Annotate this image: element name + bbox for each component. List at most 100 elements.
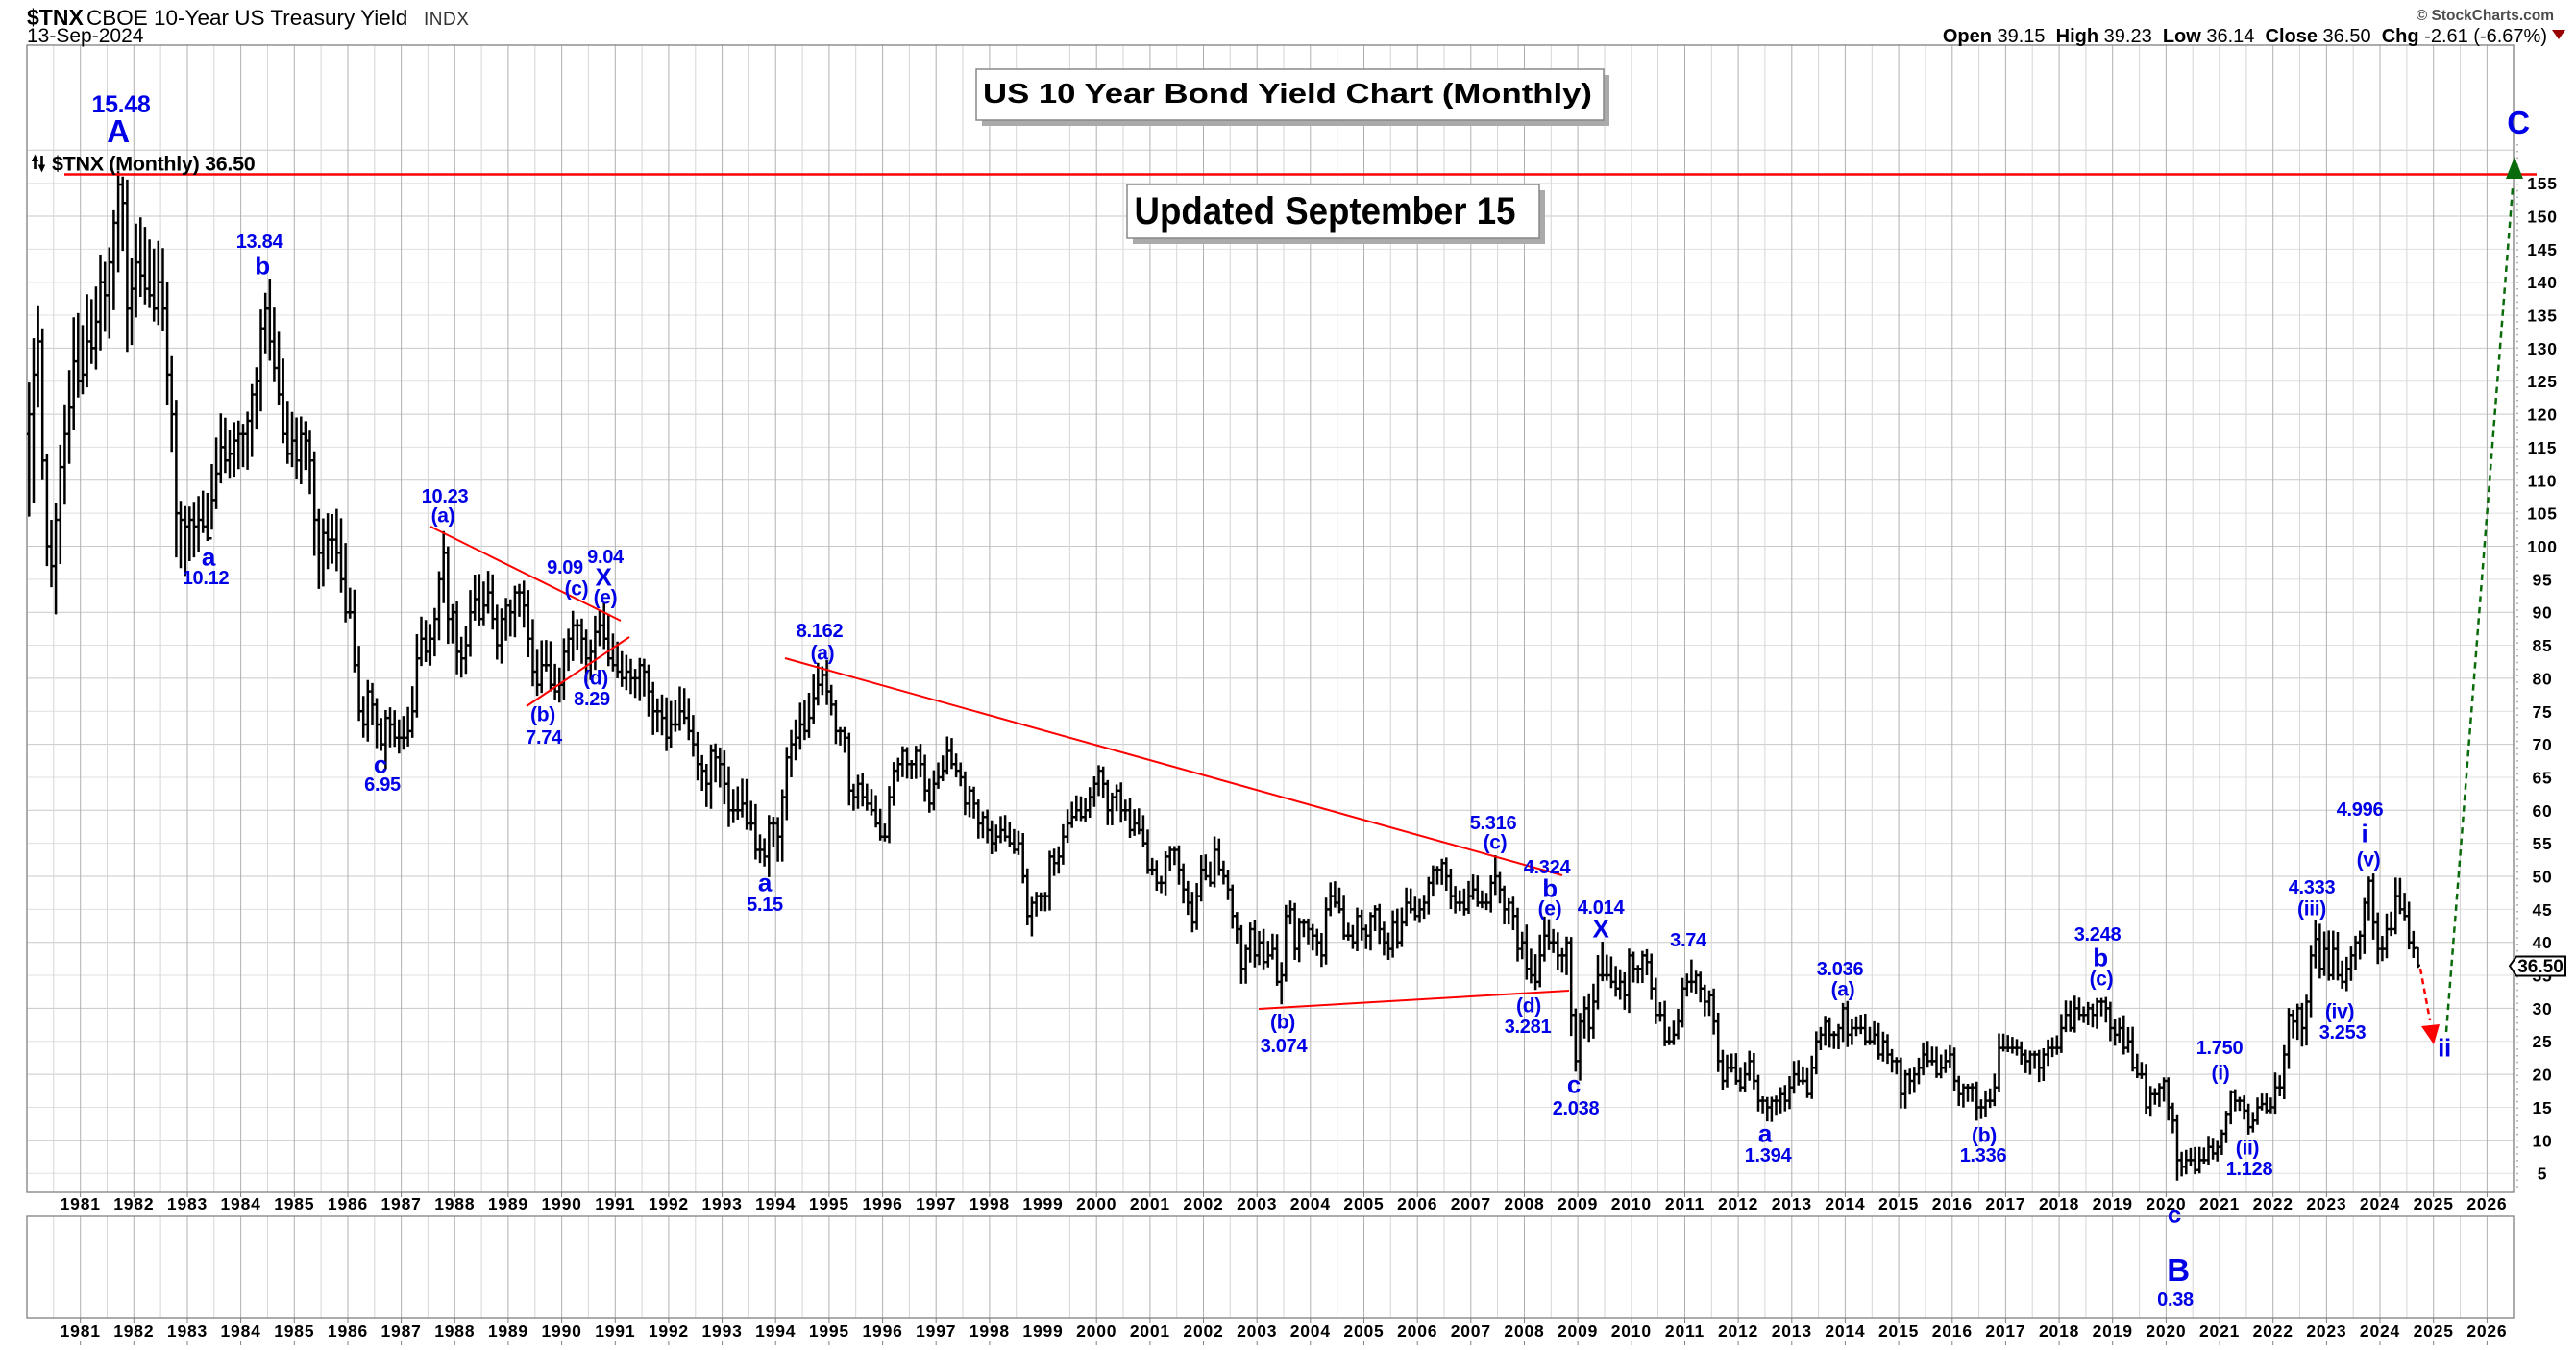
svg-text:1989: 1989 — [488, 1321, 528, 1340]
svg-text:2010: 2010 — [1611, 1194, 1652, 1214]
svg-text:80: 80 — [2532, 669, 2552, 688]
svg-text:1989: 1989 — [488, 1194, 528, 1214]
svg-text:1992: 1992 — [649, 1194, 689, 1214]
svg-text:2008: 2008 — [1504, 1321, 1544, 1340]
svg-text:2013: 2013 — [1772, 1321, 1812, 1340]
svg-text:1988: 1988 — [434, 1321, 475, 1340]
svg-text:2011: 2011 — [1665, 1321, 1705, 1340]
svg-text:2021: 2021 — [2199, 1321, 2240, 1340]
svg-text:1997: 1997 — [916, 1321, 956, 1340]
svg-text:2006: 2006 — [1397, 1194, 1437, 1214]
svg-text:5.316: 5.316 — [1470, 813, 1517, 834]
svg-text:2012: 2012 — [1718, 1321, 1758, 1340]
svg-text:2009: 2009 — [1558, 1321, 1598, 1340]
svg-text:1994: 1994 — [755, 1321, 796, 1340]
svg-text:(c): (c) — [1484, 832, 1508, 854]
svg-text:(a): (a) — [431, 505, 455, 528]
svg-text:(b): (b) — [1972, 1125, 1997, 1147]
svg-text:145: 145 — [2527, 240, 2558, 259]
svg-text:5.15: 5.15 — [747, 895, 783, 916]
svg-text:2026: 2026 — [2466, 1321, 2507, 1340]
svg-text:2004: 2004 — [1290, 1321, 1331, 1340]
svg-text:(v): (v) — [2357, 849, 2381, 871]
svg-text:C: C — [2507, 105, 2530, 140]
svg-text:3.248: 3.248 — [2074, 924, 2122, 945]
svg-text:3.281: 3.281 — [1505, 1017, 1552, 1038]
svg-text:2004: 2004 — [1290, 1194, 1331, 1214]
svg-text:2024: 2024 — [2360, 1194, 2400, 1214]
svg-text:2001: 2001 — [1130, 1194, 1170, 1214]
svg-text:65: 65 — [2532, 769, 2552, 788]
svg-text:1994: 1994 — [755, 1194, 796, 1214]
svg-text:2017: 2017 — [1985, 1194, 2025, 1214]
svg-text:1996: 1996 — [863, 1194, 903, 1214]
svg-text:CBOE 10-Year US Treasury Yield: CBOE 10-Year US Treasury Yield — [86, 6, 407, 30]
svg-text:Open 39.15 High 39.23 Low 36: Open 39.15 High 39.23 Low 36.14 Close 36… — [1943, 26, 2547, 47]
svg-text:9.04: 9.04 — [587, 547, 625, 568]
svg-text:2017: 2017 — [1985, 1321, 2025, 1340]
svg-text:20: 20 — [2532, 1066, 2552, 1085]
svg-text:2025: 2025 — [2414, 1194, 2454, 1214]
svg-text:155: 155 — [2527, 174, 2558, 193]
svg-text:1990: 1990 — [542, 1321, 582, 1340]
svg-text:(c): (c) — [565, 578, 589, 601]
svg-text:125: 125 — [2527, 372, 2558, 391]
svg-text:1.750: 1.750 — [2196, 1038, 2244, 1059]
svg-text:100: 100 — [2527, 537, 2558, 556]
svg-text:1985: 1985 — [274, 1194, 314, 1214]
svg-text:c: c — [1567, 1069, 1581, 1098]
svg-text:1987: 1987 — [381, 1194, 422, 1214]
svg-text:2011: 2011 — [1665, 1194, 1705, 1214]
svg-text:0.38: 0.38 — [2157, 1289, 2194, 1311]
svg-text:15.48: 15.48 — [91, 91, 150, 118]
svg-text:2012: 2012 — [1718, 1194, 1758, 1214]
svg-text:Updated September 15: Updated September 15 — [1135, 190, 1516, 233]
svg-text:1997: 1997 — [916, 1194, 956, 1214]
svg-text:2016: 2016 — [1932, 1194, 1973, 1214]
svg-text:c: c — [2168, 1199, 2181, 1228]
svg-text:1993: 1993 — [702, 1321, 743, 1340]
svg-text:95: 95 — [2532, 570, 2552, 589]
svg-text:2010: 2010 — [1611, 1321, 1652, 1340]
svg-text:1983: 1983 — [167, 1321, 208, 1340]
svg-text:2005: 2005 — [1343, 1194, 1384, 1214]
svg-text:2007: 2007 — [1451, 1321, 1491, 1340]
svg-text:© StockCharts.com: © StockCharts.com — [2417, 8, 2554, 24]
svg-text:b: b — [1542, 873, 1558, 902]
svg-text:4.996: 4.996 — [2337, 799, 2384, 821]
svg-text:2015: 2015 — [1878, 1321, 1919, 1340]
svg-text:B: B — [2167, 1252, 2190, 1288]
svg-text:2013: 2013 — [1772, 1194, 1812, 1214]
svg-text:1.336: 1.336 — [1960, 1145, 2007, 1166]
svg-text:1.128: 1.128 — [2226, 1159, 2273, 1180]
svg-text:9.09: 9.09 — [547, 557, 583, 578]
svg-text:2014: 2014 — [1825, 1321, 1865, 1340]
svg-text:2022: 2022 — [2253, 1321, 2294, 1340]
svg-text:15: 15 — [2532, 1098, 2552, 1117]
svg-text:1996: 1996 — [863, 1321, 903, 1340]
svg-text:(d): (d) — [583, 668, 608, 690]
svg-text:135: 135 — [2527, 307, 2558, 326]
svg-text:140: 140 — [2527, 273, 2558, 292]
svg-text:(e): (e) — [1538, 898, 1562, 920]
svg-text:3.036: 3.036 — [1817, 959, 1864, 980]
svg-text:a: a — [202, 542, 216, 571]
svg-text:2024: 2024 — [2360, 1321, 2400, 1340]
svg-text:1982: 1982 — [113, 1321, 154, 1340]
svg-text:8.29: 8.29 — [574, 689, 610, 710]
svg-text:$TNX (Monthly) 36.50: $TNX (Monthly) 36.50 — [52, 153, 256, 176]
svg-text:115: 115 — [2528, 438, 2558, 457]
svg-text:6.95: 6.95 — [364, 774, 401, 796]
svg-text:2021: 2021 — [2199, 1194, 2240, 1214]
svg-text:1998: 1998 — [969, 1194, 1010, 1214]
svg-text:c: c — [374, 749, 387, 778]
svg-text:US 10 Year Bond Yield Chart (M: US 10 Year Bond Yield Chart (Monthly) — [983, 79, 1592, 110]
svg-text:10.12: 10.12 — [183, 568, 230, 589]
svg-text:2018: 2018 — [2039, 1321, 2079, 1340]
svg-text:2002: 2002 — [1183, 1194, 1223, 1214]
svg-text:75: 75 — [2532, 702, 2552, 722]
svg-text:b: b — [2093, 943, 2108, 971]
svg-text:1981: 1981 — [61, 1194, 101, 1214]
svg-text:2.038: 2.038 — [1553, 1098, 1600, 1119]
svg-text:2018: 2018 — [2039, 1194, 2079, 1214]
